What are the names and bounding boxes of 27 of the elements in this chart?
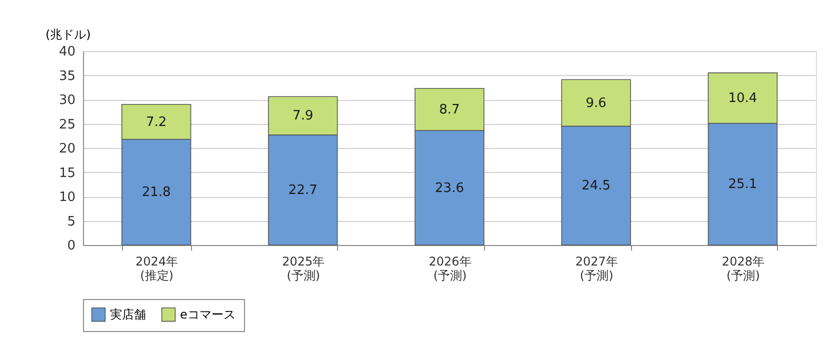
x-tick-label: 2027年 (予測) (575, 254, 618, 282)
y-tick-label: 35 (58, 68, 76, 84)
data-label: 23.6 (435, 180, 464, 196)
y-tick-label: 20 (58, 142, 76, 156)
data-label: 22.7 (288, 182, 318, 198)
x-tick-label: 2028年 (予測) (722, 254, 764, 282)
data-label: 21.8 (142, 185, 171, 200)
x-tick-label: 2025年 (予測) (282, 254, 325, 282)
y-tick-label: 40 (58, 44, 76, 60)
data-label: 10.4 (728, 91, 758, 106)
data-label: 24.5 (582, 178, 611, 194)
y-tick-label: 0 (67, 238, 76, 254)
y-tick-label: 5 (67, 214, 76, 230)
y-tick-label: 10 (58, 190, 76, 205)
data-label: 9.6 (586, 96, 606, 111)
data-label: 7.9 (292, 108, 314, 124)
data-label: 7.2 (146, 114, 167, 130)
y-axis-title: (兆ドル) (46, 28, 91, 42)
x-tick-label: 2024年 (推定) (136, 254, 178, 282)
y-tick-label: 30 (58, 93, 76, 108)
data-label: 25.1 (728, 177, 758, 192)
y-tick-label: 15 (58, 166, 76, 181)
data-label: 8.7 (439, 102, 460, 118)
x-tick-label: 2026年 (予測) (428, 254, 472, 282)
y-tick-label: 25 (58, 117, 76, 132)
legend-label: eコマース (180, 308, 236, 322)
legend-label: 実店舗 (110, 308, 146, 322)
